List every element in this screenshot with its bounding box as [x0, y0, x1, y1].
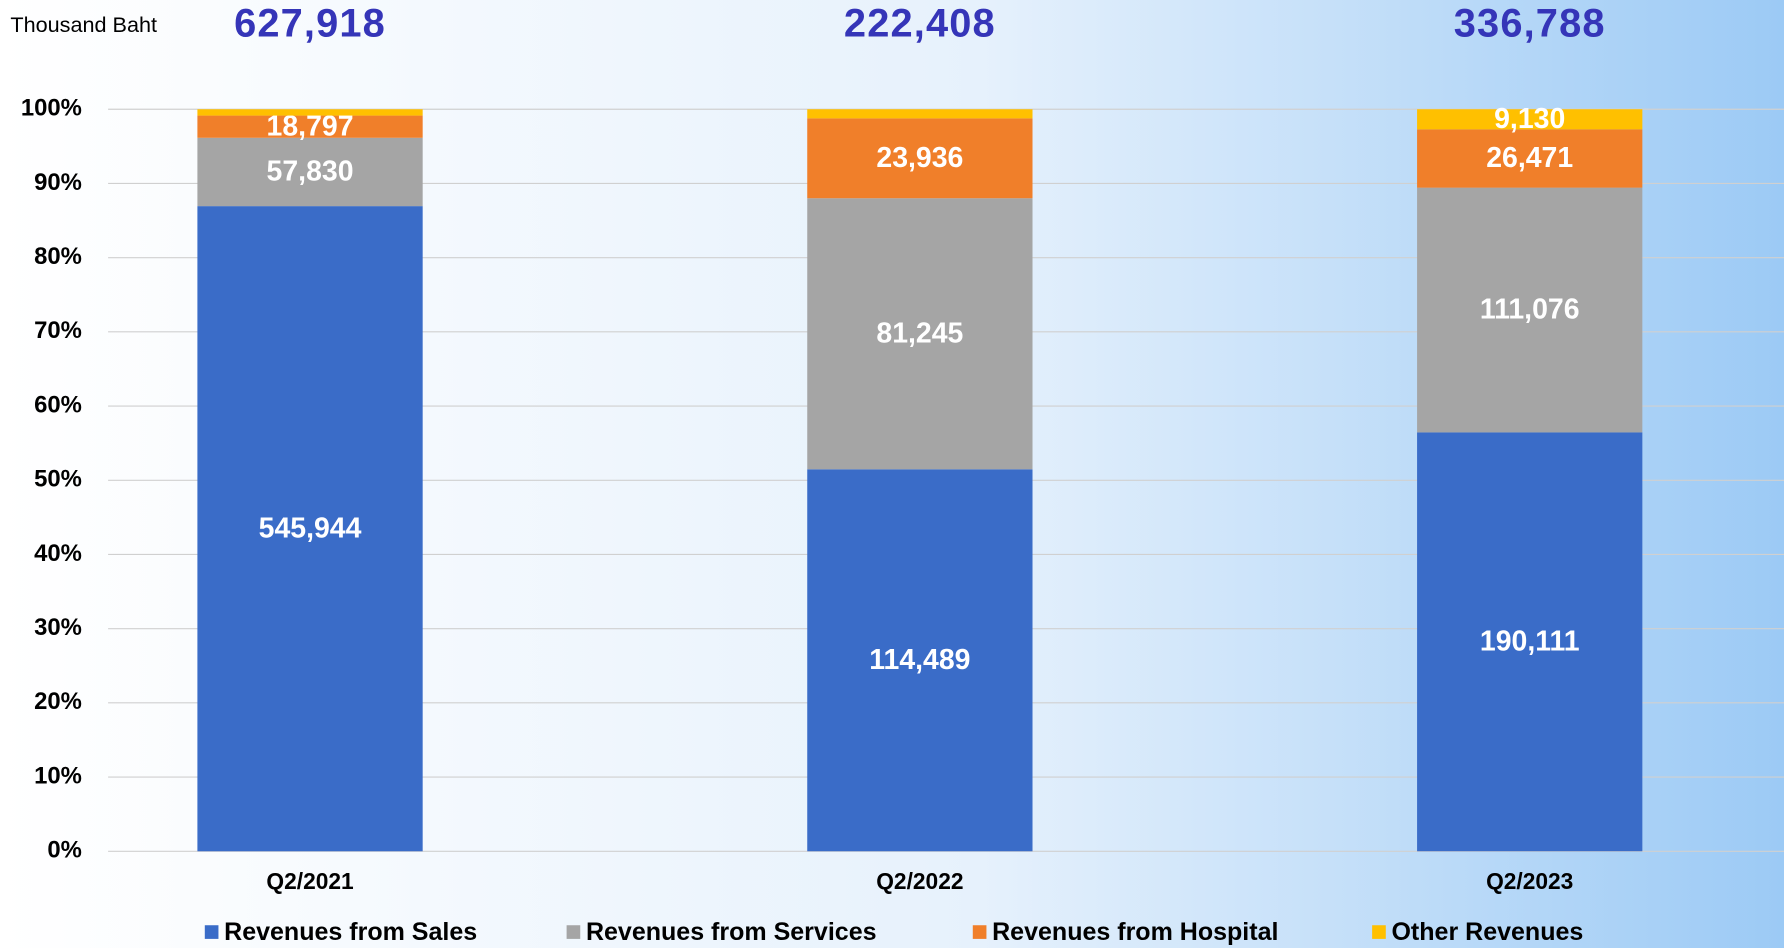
y-tick-label: 40%: [34, 540, 82, 567]
y-tick-label: 0%: [47, 837, 82, 864]
legend-label: Other Revenues: [1391, 918, 1583, 946]
y-tick-label: 90%: [34, 169, 82, 196]
bar-segment: [807, 118, 1033, 199]
total-label: 336,788: [1454, 2, 1606, 46]
bar-segment: [807, 109, 1033, 119]
bar-segment: [197, 109, 423, 116]
bar-segment: [807, 198, 1033, 470]
bar-segment: [1417, 432, 1643, 852]
data-label: 18,797: [267, 110, 354, 142]
data-label: 81,245: [876, 317, 963, 349]
bar-segment: [197, 115, 423, 138]
data-label: 9,130: [1494, 103, 1565, 135]
data-label: 190,111: [1480, 625, 1580, 657]
data-label: 114,489: [869, 644, 970, 676]
legend-label: Revenues from Hospital: [992, 918, 1278, 946]
bar-segment: [1417, 129, 1643, 188]
y-tick-label: 10%: [34, 762, 82, 789]
total-label: 222,408: [844, 2, 996, 46]
x-tick-label: Q2/2023: [1486, 868, 1573, 894]
data-label: 57,830: [267, 156, 354, 188]
unit-label: Thousand Baht: [10, 12, 157, 37]
x-tick-label: Q2/2022: [876, 868, 963, 894]
x-tick-label: Q2/2021: [266, 868, 354, 894]
total-label: 627,918: [234, 2, 386, 46]
y-tick-label: 50%: [34, 466, 82, 493]
legend-swatch: [566, 925, 581, 939]
legend-label: Revenues from Services: [586, 918, 877, 946]
y-tick-label: 80%: [34, 243, 82, 270]
data-label: 26,471: [1486, 142, 1573, 174]
data-label: 545,944: [259, 512, 362, 544]
bar-segment: [807, 469, 1033, 852]
data-label: 23,936: [876, 142, 963, 174]
legend-swatch: [1372, 925, 1386, 939]
y-tick-label: 20%: [34, 688, 82, 715]
y-tick-label: 70%: [34, 317, 82, 344]
legend-swatch: [972, 925, 987, 939]
legend-swatch: [204, 925, 219, 939]
bar-segment: [197, 206, 423, 852]
data-label: 111,076: [1480, 294, 1580, 326]
bar-segment: [1417, 109, 1643, 130]
legend-label: Revenues from Sales: [224, 918, 477, 946]
bar-segment: [197, 137, 423, 207]
y-tick-label: 60%: [34, 391, 82, 418]
y-tick-label: 100%: [21, 95, 82, 122]
y-tick-label: 30%: [34, 614, 82, 641]
bar-segment: [1417, 187, 1643, 433]
